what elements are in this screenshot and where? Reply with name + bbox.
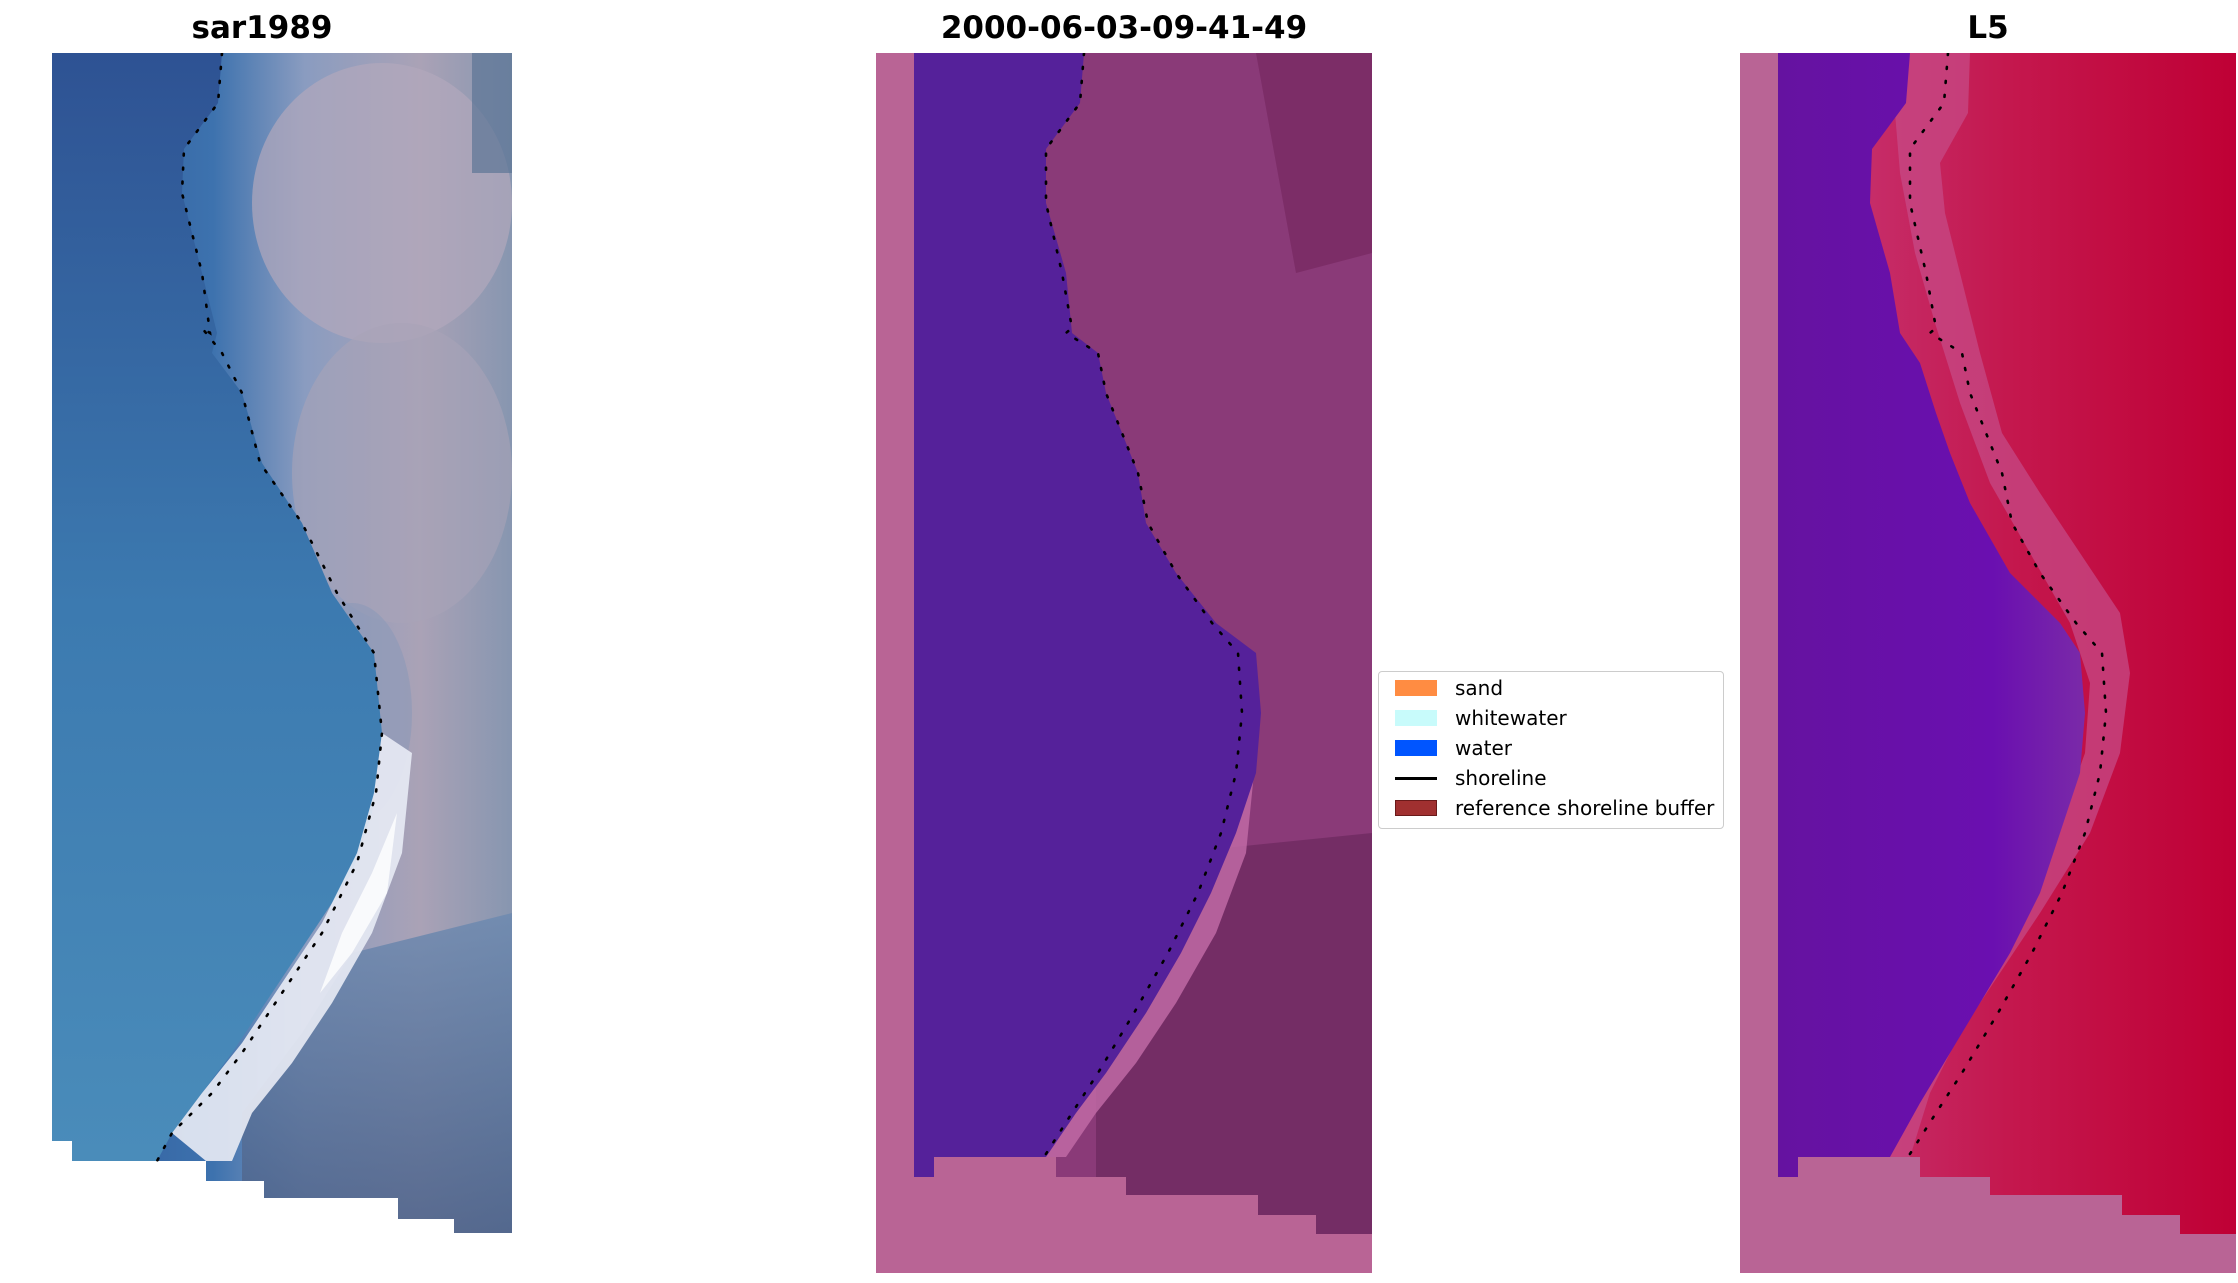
panel-title: 2000-06-03-09-41-49	[940, 10, 1308, 46]
legend-item-whitewater: whitewater	[1387, 705, 1717, 731]
classified-image	[876, 53, 1372, 1273]
legend-label: reference shoreline buffer	[1455, 796, 1715, 820]
panel-title: sar1989	[191, 10, 333, 46]
legend: sand whitewater water shoreline referenc…	[1378, 671, 1724, 829]
rgb-satellite-image	[52, 53, 512, 1233]
legend-item-reference-buffer: reference shoreline buffer	[1387, 795, 1717, 821]
sand-swatch	[1395, 680, 1437, 696]
legend-label: shoreline	[1455, 766, 1547, 790]
reference-buffer-swatch	[1395, 800, 1437, 816]
legend-item-shoreline: shoreline	[1387, 765, 1717, 791]
legend-label: sand	[1455, 676, 1504, 700]
legend-label: whitewater	[1455, 706, 1567, 730]
whitewater-swatch	[1395, 710, 1437, 726]
legend-item-sand: sand	[1387, 675, 1717, 701]
index-image	[1740, 53, 2236, 1273]
legend-label: water	[1455, 736, 1512, 760]
shoreline-line-swatch	[1395, 777, 1437, 780]
legend-item-water: water	[1387, 735, 1717, 761]
panel-title: L5	[1967, 10, 2009, 46]
water-swatch	[1395, 740, 1437, 756]
